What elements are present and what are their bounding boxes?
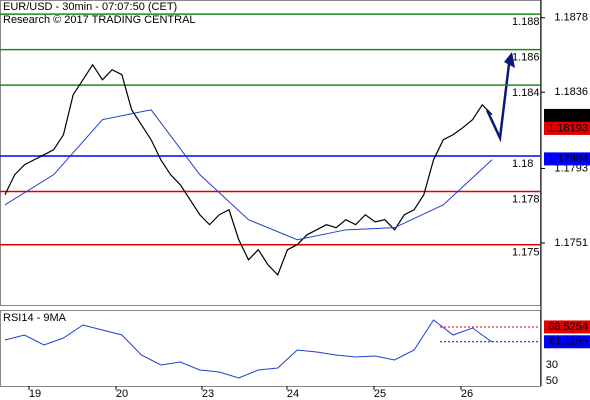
chart-title: EUR/USD - 30min - 07:07:50 (CET)	[3, 1, 177, 13]
level-label: 1.18	[512, 158, 533, 170]
y-tick-label: 1.1751	[554, 237, 588, 249]
price-marker-label: 1.18193	[548, 122, 588, 134]
rsi-title: RSI14 - 9MA	[3, 312, 67, 324]
forecast-arrowhead	[504, 52, 515, 68]
rsi-marker-label: 68.5254	[548, 321, 588, 333]
x-tick-label: 20	[116, 388, 128, 400]
level-label: 1.188	[512, 16, 540, 28]
price-marker	[544, 152, 590, 166]
level-label: 1.186	[512, 52, 540, 64]
price-marker-label: 1.17984	[548, 153, 588, 165]
price-panel	[0, 0, 541, 306]
x-tick-label: 24	[287, 388, 299, 400]
rsi-marker	[544, 335, 590, 349]
chart-subtitle: Research © 2017 TRADING CENTRAL	[3, 14, 196, 26]
x-tick-label: 23	[202, 388, 214, 400]
x-tick-label: 26	[461, 388, 473, 400]
forecast-arrow	[485, 63, 511, 143]
level-label: 1.178	[512, 193, 540, 205]
level-label: 1.184	[512, 87, 540, 99]
rsi-axis-label: 30	[546, 359, 558, 371]
price-line	[4, 63, 493, 276]
y-tick-label: 1.1836	[554, 86, 588, 98]
ma-line	[4, 109, 493, 241]
rsi-panel	[0, 310, 541, 387]
price-marker	[544, 121, 590, 135]
price-marker	[544, 108, 590, 122]
rsi-line	[4, 319, 493, 379]
rsi-marker-label: 61.1155	[549, 336, 588, 348]
level-label: 1.175	[512, 247, 540, 259]
rsi-marker	[544, 320, 590, 334]
x-tick-label: 25	[374, 388, 386, 400]
price-marker-label: 1.18229	[548, 109, 588, 121]
y-tick-label: 1.1878	[554, 12, 588, 24]
x-tick-label: 19	[29, 388, 41, 400]
rsi-axis-label: 50	[546, 375, 558, 387]
